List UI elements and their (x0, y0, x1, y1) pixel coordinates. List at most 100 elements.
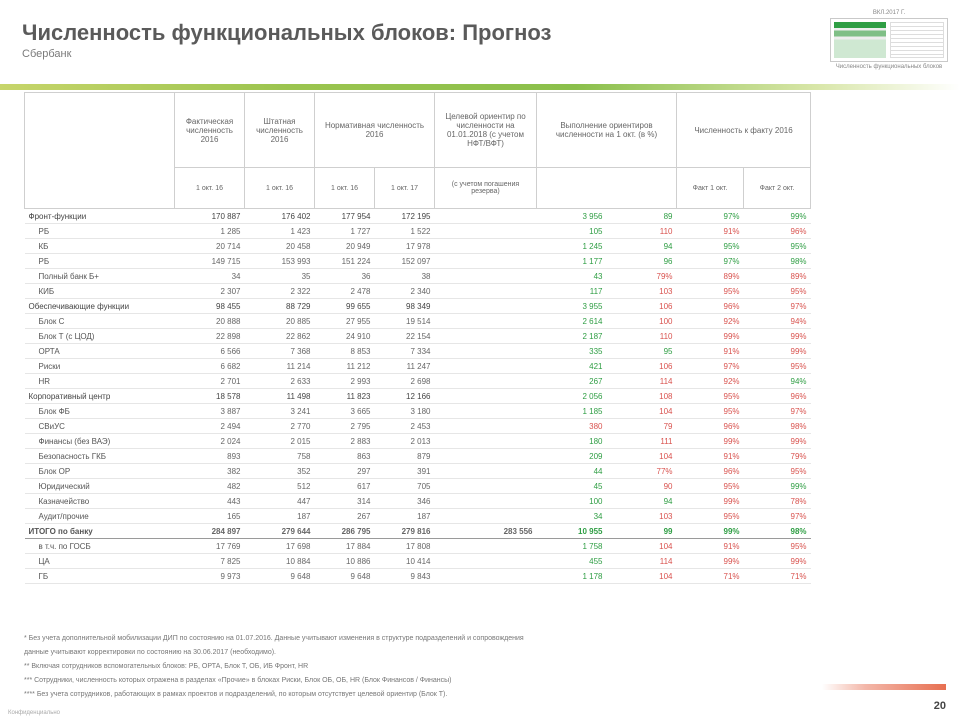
table-cell: 34 (536, 508, 607, 524)
table-cell: 20 885 (244, 313, 315, 329)
table-cell (434, 403, 537, 419)
row-label: Юридический (24, 478, 175, 494)
table-cell: 151 224 (314, 253, 375, 269)
table-row: Аудит/прочие 165 187 267 187 34 103 95% 97% (24, 508, 811, 524)
table-cell: 98% (743, 523, 811, 539)
table-body: Фронт-функции 170 887 176 402 177 954 172 19… (24, 208, 811, 584)
table-cell: 2 993 (314, 373, 375, 389)
table-cell: 12 166 (374, 388, 435, 404)
table-cell: 100 (606, 313, 677, 329)
table-cell (434, 508, 537, 524)
table-row: Финансы (без ВАЭ) 2 024 2 015 2 883 2 013 180… (24, 433, 811, 449)
table-cell: 3 180 (374, 403, 435, 419)
table-cell: 96 (606, 253, 677, 269)
table-cell: 617 (314, 478, 375, 494)
table-cell: 22 862 (244, 328, 315, 344)
table-cell: 17 978 (374, 238, 435, 254)
table-cell: 20 714 (174, 238, 245, 254)
table-cell (434, 208, 537, 224)
table-cell: 92% (676, 373, 744, 389)
table-cell: 34 (174, 268, 245, 284)
table-cell: 97% (743, 508, 811, 524)
table-cell: 96% (676, 418, 744, 434)
table-cell: 99% (743, 478, 811, 494)
table-cell: 11 214 (244, 358, 315, 374)
table-cell: 22 898 (174, 328, 245, 344)
table-cell: 10 884 (244, 553, 315, 569)
table-cell: 17 698 (244, 538, 315, 554)
table-row: в т.ч. по ГОСБ 17 769 17 698 17 884 17 808 1 … (24, 538, 811, 554)
table-cell: 103 (606, 283, 677, 299)
table-cell: 104 (606, 538, 677, 554)
table-cell: 98% (743, 418, 811, 434)
table-cell: 98 349 (374, 298, 435, 314)
table-cell: 98% (743, 253, 811, 269)
subheader-target-note: (с учетом погашения резерва) (434, 167, 537, 209)
table-cell: 2 883 (314, 433, 375, 449)
table-cell: 9 843 (374, 568, 435, 584)
table-cell: 99% (676, 328, 744, 344)
table-cell: 97% (676, 253, 744, 269)
table-cell: 1 423 (244, 223, 315, 239)
table-cell (434, 223, 537, 239)
table-cell: 170 887 (174, 208, 245, 224)
footer-accent (822, 684, 946, 690)
table-cell (434, 253, 537, 269)
table-cell: 35 (244, 268, 315, 284)
table-cell: 286 795 (314, 523, 375, 539)
table-row: КИБ 2 307 2 322 2 478 2 340 117 103 95% 95% (24, 283, 811, 299)
table-cell (434, 448, 537, 464)
table-cell (434, 493, 537, 509)
table-cell: 267 (536, 373, 607, 389)
table-cell: 3 665 (314, 403, 375, 419)
table-cell: 95% (676, 283, 744, 299)
table-cell (434, 553, 537, 569)
table-cell: 99 (606, 523, 677, 539)
table-cell: 95% (676, 508, 744, 524)
table-cell: 1 177 (536, 253, 607, 269)
table-cell: 1 178 (536, 568, 607, 584)
table-cell: 100 (536, 493, 607, 509)
table-cell: 187 (374, 508, 435, 524)
header-actual-2016: Фактическая численность 2016 (174, 92, 245, 168)
table-cell: 36 (314, 268, 375, 284)
row-label: Блок С (24, 313, 175, 329)
table-row: РБ 1 285 1 423 1 727 1 522 105 110 91% 96% (24, 223, 811, 239)
header-divider (0, 84, 960, 90)
table-cell: 95% (743, 238, 811, 254)
table-cell: 44 (536, 463, 607, 479)
table-cell (434, 463, 537, 479)
table-cell: 89% (743, 268, 811, 284)
row-label: Полный банк Б+ (24, 268, 175, 284)
row-label: СВиУС (24, 418, 175, 434)
table-cell: 512 (244, 478, 315, 494)
table-cell: 117 (536, 283, 607, 299)
table-cell: 38 (374, 268, 435, 284)
table-cell: 91% (676, 538, 744, 554)
table-cell: 152 097 (374, 253, 435, 269)
table-cell: 95% (676, 478, 744, 494)
table-cell: 8 853 (314, 343, 375, 359)
table-cell: 9 648 (314, 568, 375, 584)
page-subtitle: Сбербанк (22, 48, 72, 60)
row-label: ИТОГО по банку (24, 523, 175, 539)
table-cell: 447 (244, 493, 315, 509)
header-vs-actual: Численность к факту 2016 (676, 92, 812, 168)
table-row: Блок Т (с ЦОД) 22 898 22 862 24 910 22 154 2 … (24, 328, 811, 344)
table-cell: 455 (536, 553, 607, 569)
table-row: ОРТА 6 566 7 368 8 853 7 334 335 95 91% 99% (24, 343, 811, 359)
table-cell (434, 238, 537, 254)
header-fulfilment: Выполнение ориентиров численности на 1 о… (535, 92, 678, 168)
row-label: РБ (24, 223, 175, 239)
table-cell: 3 956 (536, 208, 607, 224)
table-cell: 99% (743, 343, 811, 359)
table-cell: 110 (606, 328, 677, 344)
table-cell: 97% (676, 358, 744, 374)
table-cell: 22 154 (374, 328, 435, 344)
table-cell (434, 433, 537, 449)
table-cell: 352 (244, 463, 315, 479)
table-cell: 391 (374, 463, 435, 479)
confidential-label: Конфиденциально (8, 710, 60, 716)
table-row: СВиУС 2 494 2 770 2 795 2 453 380 79 96% 98% (24, 418, 811, 434)
table-cell: 177 954 (314, 208, 375, 224)
